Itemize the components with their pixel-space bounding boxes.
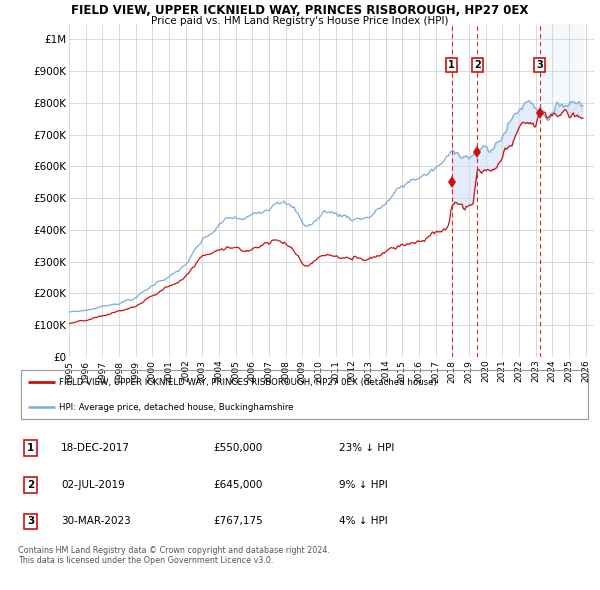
Text: FIELD VIEW, UPPER ICKNIELD WAY, PRINCES RISBOROUGH, HP27 0EX: FIELD VIEW, UPPER ICKNIELD WAY, PRINCES … bbox=[71, 4, 529, 17]
Text: 02-JUL-2019: 02-JUL-2019 bbox=[61, 480, 125, 490]
Text: FIELD VIEW, UPPER ICKNIELD WAY, PRINCES RISBOROUGH, HP27 0EX (detached house): FIELD VIEW, UPPER ICKNIELD WAY, PRINCES … bbox=[59, 378, 437, 386]
Text: 1: 1 bbox=[448, 60, 455, 70]
Text: £550,000: £550,000 bbox=[213, 443, 262, 453]
Text: Price paid vs. HM Land Registry's House Price Index (HPI): Price paid vs. HM Land Registry's House … bbox=[151, 16, 449, 26]
Text: Contains HM Land Registry data © Crown copyright and database right 2024.
This d: Contains HM Land Registry data © Crown c… bbox=[18, 546, 330, 565]
Text: £645,000: £645,000 bbox=[213, 480, 262, 490]
Text: 30-MAR-2023: 30-MAR-2023 bbox=[61, 516, 131, 526]
Text: 1: 1 bbox=[27, 443, 34, 453]
Text: 4% ↓ HPI: 4% ↓ HPI bbox=[339, 516, 388, 526]
Text: 3: 3 bbox=[536, 60, 543, 70]
Text: 2: 2 bbox=[27, 480, 34, 490]
Text: 18-DEC-2017: 18-DEC-2017 bbox=[61, 443, 130, 453]
Text: HPI: Average price, detached house, Buckinghamshire: HPI: Average price, detached house, Buck… bbox=[59, 403, 294, 412]
Text: £767,175: £767,175 bbox=[213, 516, 263, 526]
Text: 3: 3 bbox=[27, 516, 34, 526]
Text: 9% ↓ HPI: 9% ↓ HPI bbox=[339, 480, 388, 490]
Text: 23% ↓ HPI: 23% ↓ HPI bbox=[339, 443, 394, 453]
Text: 2: 2 bbox=[474, 60, 481, 70]
